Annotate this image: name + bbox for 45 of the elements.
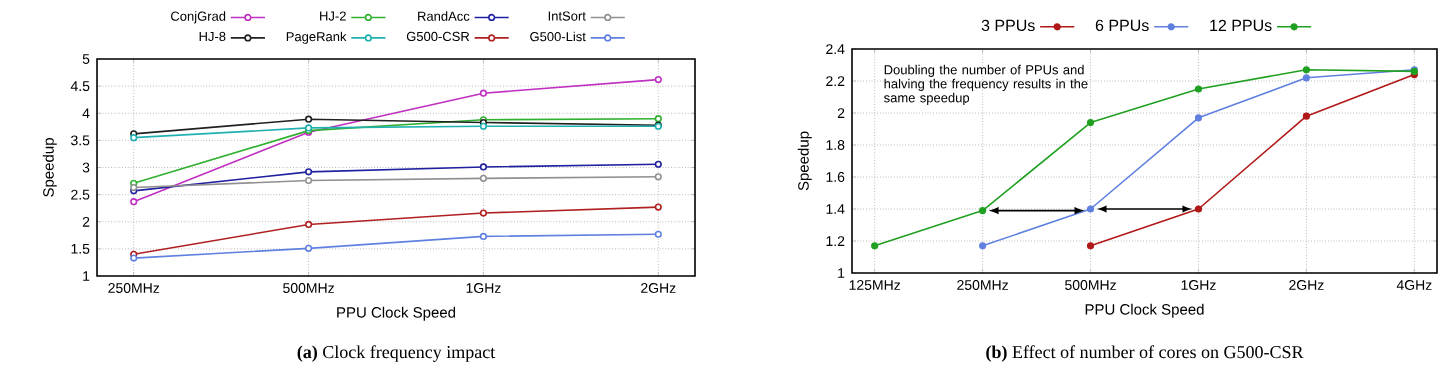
x-axis-title: PPU Clock Speed — [337, 306, 456, 321]
y-tick-label: 1.2 — [826, 236, 845, 247]
x-tick-label: 500MHz — [1065, 280, 1116, 291]
legend-label: IntSort — [548, 11, 586, 21]
x-tick-label: 1GHz — [466, 283, 501, 294]
y-tick-label: 2 — [82, 217, 90, 227]
y-tick-label: 1.5 — [71, 244, 90, 254]
x-tick-label: 125MHz — [849, 280, 901, 291]
legend-label: PageRank — [286, 31, 347, 45]
legend-label: 3 PPUs — [981, 19, 1035, 32]
x-axis-title: PPU Clock Speed — [1085, 303, 1204, 318]
annotation: Doubling the number of PPUs and halving the frequency results in the same speedup — [884, 65, 1088, 106]
y-tick-label: 2 — [837, 108, 845, 119]
y-tick-label: 4 — [82, 108, 90, 119]
legend-label: RandAcc — [418, 11, 470, 22]
y-tick-label: 2.2 — [826, 76, 845, 87]
y-tick-label: 5 — [82, 54, 90, 65]
y-axis-title: Speedup — [797, 131, 812, 191]
y-tick-label: 3 — [82, 162, 90, 173]
text: (b) Effect of number of cores on G500-CSR — [986, 345, 1304, 363]
legend-label: G500-CSR — [406, 32, 470, 42]
y-tick-label: 1 — [838, 268, 845, 279]
y-tick-label: 1 — [83, 271, 90, 282]
legend-label: HJ-8 — [199, 32, 226, 42]
legend-label: 6 PPUs — [1095, 19, 1149, 32]
x-tick-label: 250MHz — [957, 280, 1008, 291]
x-tick-label: 1GHz — [1181, 280, 1216, 291]
y-tick-label: 1.8 — [826, 140, 845, 151]
legend-label: ConjGrad — [171, 11, 226, 24]
x-tick-label: 250MHz — [108, 283, 160, 294]
y-tick-label: 3.5 — [71, 135, 90, 146]
y-tick-label: 1.4 — [826, 204, 845, 215]
legend-label: HJ-2 — [320, 11, 346, 21]
y-tick-label: 4.5 — [70, 81, 90, 92]
x-tick-label: 4GHz — [1396, 280, 1432, 291]
y-tick-label: 1.6 — [826, 172, 845, 183]
x-tick-label: 2GHz — [1289, 280, 1324, 291]
y-tick-label: 2.4 — [826, 44, 845, 55]
x-tick-label: 500MHz — [283, 283, 334, 294]
y-axis-title: Speedup — [42, 138, 57, 198]
legend-label: 12 PPUs — [1210, 19, 1272, 32]
text: (a) Clock frequency impact — [297, 345, 496, 363]
x-tick-label: 2GHz — [641, 283, 676, 294]
y-tick-label: 2.5 — [71, 189, 90, 200]
legend-label: G500-List — [530, 31, 586, 42]
